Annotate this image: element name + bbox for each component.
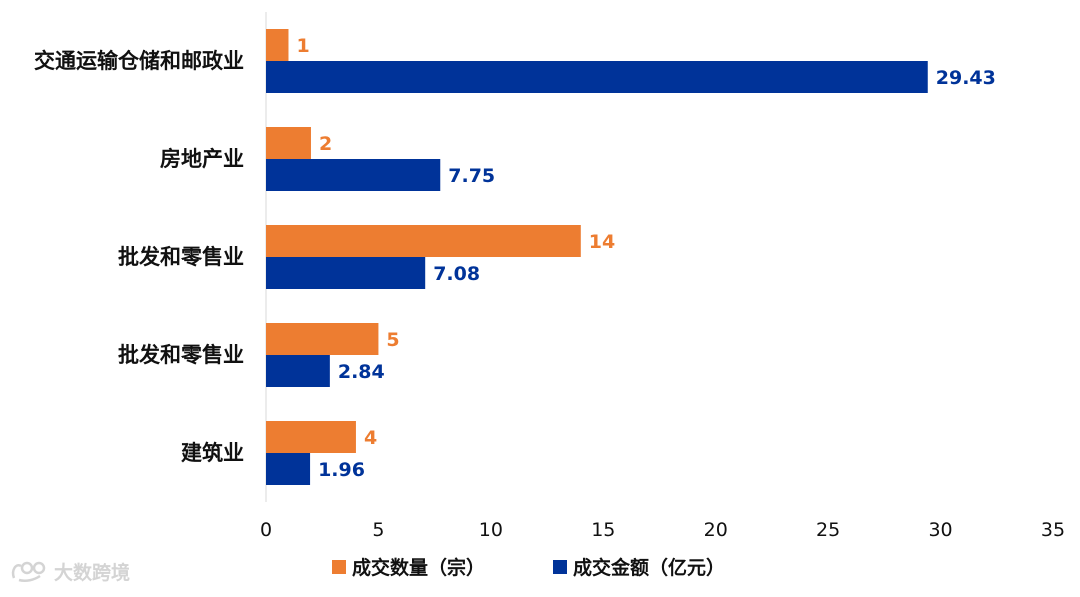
watermark-text: 大数跨境 xyxy=(54,561,131,584)
legend-swatch xyxy=(332,560,346,574)
bar xyxy=(266,453,311,485)
bar xyxy=(266,257,426,289)
x-tick-label: 10 xyxy=(479,519,503,541)
data-label: 29.43 xyxy=(936,67,996,89)
category-label: 批发和零售业 xyxy=(118,343,244,367)
data-label: 2.84 xyxy=(338,361,385,383)
x-tick-label: 25 xyxy=(816,519,840,541)
data-label: 7.75 xyxy=(448,165,495,187)
x-tick-label: 5 xyxy=(372,519,384,541)
data-label: 1 xyxy=(296,35,309,57)
bar xyxy=(266,61,928,93)
x-tick-label: 15 xyxy=(591,519,615,541)
category-label: 房地产业 xyxy=(160,147,244,171)
bar xyxy=(266,355,330,387)
data-label: 7.08 xyxy=(433,263,480,285)
data-label: 1.96 xyxy=(318,459,365,481)
bar xyxy=(266,225,581,257)
x-tick-label: 35 xyxy=(1041,519,1065,541)
bar xyxy=(266,159,441,191)
legend-swatch xyxy=(553,560,567,574)
category-label: 交通运输仓储和邮政业 xyxy=(34,49,244,73)
bar xyxy=(266,421,356,453)
x-tick-label: 0 xyxy=(260,519,272,541)
category-label: 批发和零售业 xyxy=(118,245,244,269)
watermark: 大数跨境 xyxy=(10,556,130,586)
legend-label: 成交数量（宗） xyxy=(352,556,485,579)
category-label: 建筑业 xyxy=(181,441,244,465)
bar xyxy=(266,127,311,159)
x-tick-label: 20 xyxy=(704,519,728,541)
x-tick-label: 30 xyxy=(928,519,952,541)
data-label: 4 xyxy=(364,427,377,449)
legend-label: 成交金额（亿元） xyxy=(573,556,725,579)
bar xyxy=(266,29,289,61)
data-label: 5 xyxy=(386,329,399,351)
data-label: 14 xyxy=(589,231,615,253)
bar xyxy=(266,323,379,355)
data-label: 2 xyxy=(319,133,332,155)
logo-icon xyxy=(11,561,46,583)
